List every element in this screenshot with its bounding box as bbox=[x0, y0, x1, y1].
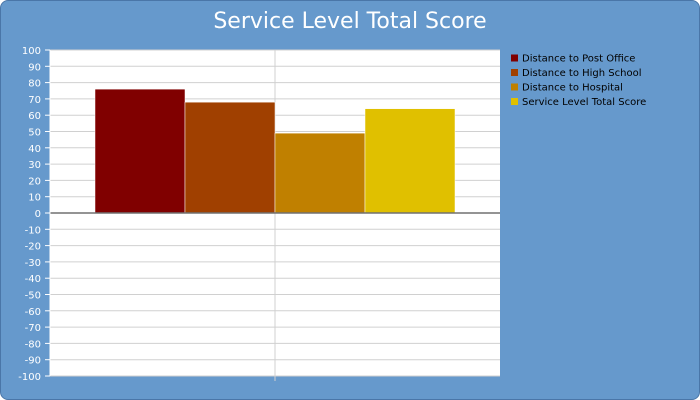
legend-swatch bbox=[511, 83, 518, 91]
y-tick-label: -70 bbox=[25, 323, 41, 334]
y-tick-label: -100 bbox=[18, 372, 41, 383]
legend-swatch bbox=[511, 69, 518, 76]
y-tick-label: 20 bbox=[28, 176, 41, 187]
y-tick-label: 80 bbox=[28, 79, 41, 90]
legend-swatch bbox=[511, 54, 518, 62]
y-tick-label: -20 bbox=[25, 242, 41, 253]
legend: Distance to Post Office Distance to High … bbox=[511, 54, 646, 108]
legend-swatch bbox=[511, 98, 518, 105]
bar bbox=[94, 88, 186, 214]
y-tick-label: -90 bbox=[25, 356, 41, 367]
y-tick-label: 90 bbox=[28, 62, 41, 73]
y-tick-label: -80 bbox=[25, 339, 41, 350]
legend-label: Service Level Total Score bbox=[522, 97, 646, 108]
y-tick-label: -30 bbox=[25, 258, 41, 269]
y-tick-label: -40 bbox=[25, 274, 41, 285]
y-tick-label: 60 bbox=[28, 111, 41, 122]
chart-title: Service Level Total Score bbox=[213, 9, 487, 34]
y-tick-label: 0 bbox=[35, 209, 41, 220]
y-tick-label: 50 bbox=[28, 128, 41, 139]
y-tick-label: -10 bbox=[25, 225, 41, 236]
y-tick-label: 70 bbox=[28, 95, 41, 106]
y-tick-label: -60 bbox=[25, 307, 41, 318]
bar bbox=[274, 132, 366, 214]
y-tick-label: -50 bbox=[25, 291, 41, 302]
y-tick-label: 40 bbox=[28, 144, 41, 155]
bars-layer bbox=[94, 88, 456, 214]
bar bbox=[184, 101, 276, 214]
y-tick-label: 100 bbox=[22, 46, 41, 57]
axis-layer: -100-90-80-70-60-50-40-30-20-10010203040… bbox=[18, 46, 500, 383]
legend-label: Distance to Post Office bbox=[522, 54, 635, 65]
y-tick-label: 10 bbox=[28, 193, 41, 204]
bar bbox=[364, 108, 456, 214]
legend-label: Distance to High School bbox=[522, 68, 641, 79]
legend-label: Distance to Hospital bbox=[522, 83, 623, 94]
y-tick-label: 30 bbox=[28, 160, 41, 171]
